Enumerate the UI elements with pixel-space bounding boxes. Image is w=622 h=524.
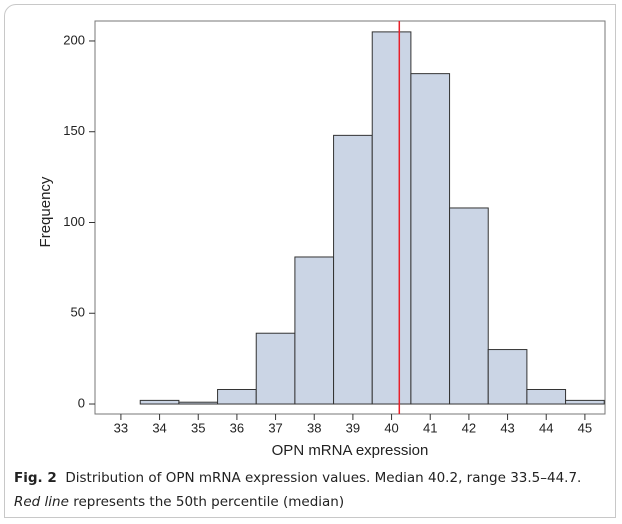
bar: [294, 256, 335, 405]
x-tick-label: 45: [578, 420, 592, 435]
caption-text: Distribution of OPN mRNA expression valu…: [65, 470, 582, 486]
x-tick-label: 36: [230, 420, 244, 435]
y-tick-label: 0: [78, 395, 85, 410]
x-tick-label: 33: [114, 420, 128, 435]
y-tick-label: 50: [71, 305, 85, 320]
bar: [410, 73, 451, 405]
bar: [371, 31, 412, 405]
caption: Fig. 2 Distribution of OPN mRNA expressi…: [14, 466, 610, 514]
x-tick-label: 43: [500, 420, 514, 435]
x-tick-label: 39: [346, 420, 360, 435]
caption-emphasis: Red line: [14, 494, 69, 510]
y-tick-label: 150: [63, 123, 85, 138]
x-tick-label: 41: [423, 420, 437, 435]
y-tick-label: 100: [63, 214, 85, 229]
x-tick-label: 42: [462, 420, 476, 435]
bar: [255, 332, 296, 405]
caption-rest: represents the 50th percentile (median): [73, 494, 345, 510]
x-tick-label: 44: [539, 420, 553, 435]
bar: [449, 207, 489, 405]
bar: [333, 134, 373, 405]
x-axis-label: OPN mRNA expression: [272, 442, 429, 459]
bar: [139, 399, 180, 405]
bar: [565, 399, 605, 405]
x-tick-label: 40: [384, 420, 398, 435]
x-tick-label: 37: [268, 420, 282, 435]
caption-label: Fig. 2: [14, 470, 57, 486]
bar: [487, 349, 528, 405]
x-tick-label: 34: [152, 420, 166, 435]
x-tick-label: 35: [191, 420, 205, 435]
x-tick-label: 38: [307, 420, 321, 435]
plot-area: [94, 20, 606, 415]
bar: [217, 388, 257, 405]
bar: [178, 401, 219, 405]
bar: [526, 388, 567, 405]
figure-frame: [4, 4, 616, 518]
y-axis-label: Frequency: [37, 176, 54, 247]
y-tick-label: 200: [63, 32, 85, 47]
